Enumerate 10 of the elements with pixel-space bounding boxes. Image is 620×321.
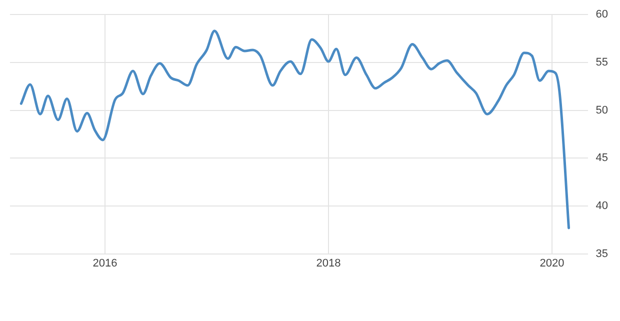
y-tick-label: 45 — [596, 152, 608, 164]
x-tick-label: 2020 — [540, 257, 564, 270]
line-series — [20, 30, 570, 230]
y-tick-label: 35 — [596, 248, 608, 260]
y-tick-label: 40 — [596, 200, 608, 212]
y-tick-label: 50 — [596, 104, 608, 116]
y-tick-label: 55 — [596, 56, 608, 68]
x-tick-label: 2016 — [92, 257, 118, 270]
y-tick-label: 60 — [596, 8, 608, 21]
x-tick-label: 2018 — [316, 257, 341, 270]
